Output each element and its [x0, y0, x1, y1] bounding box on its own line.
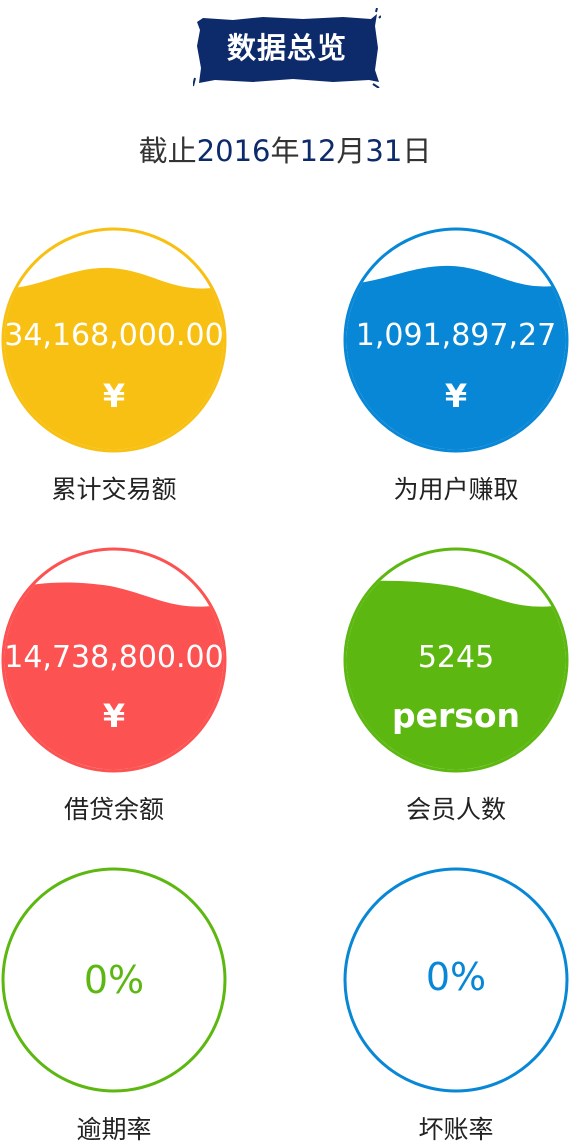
- stat-value: 34,168,000.00: [4, 318, 224, 353]
- date-day-unit: 日: [402, 134, 432, 168]
- rate-value: 0%: [83, 958, 145, 1002]
- date-month: 12: [299, 134, 337, 168]
- stat-value: 14,738,800.00: [4, 640, 224, 675]
- stat-unit: person: [391, 696, 521, 735]
- wave-circle: [1, 227, 227, 453]
- date-day: 31: [365, 134, 403, 168]
- badge-background: [193, 8, 381, 88]
- rate-value: 0%: [425, 955, 487, 999]
- stat-unit: ¥: [444, 377, 468, 415]
- stat-value: 1,091,897,27: [355, 318, 557, 353]
- stat-label: 借贷余额: [63, 795, 164, 824]
- stat-label: 累计交易额: [51, 475, 177, 504]
- page-title: 数据总览: [226, 31, 347, 65]
- date-month-unit: 月: [336, 134, 366, 168]
- stat-value: 5245: [417, 640, 495, 675]
- stat-earned-for-users: 1,091,897,27 ¥ 为用户赚取: [342, 226, 570, 516]
- stat-bad-debt-rate: 0% 坏账率: [342, 866, 570, 1146]
- wave-circle: [1, 547, 227, 773]
- date-year-unit: 年: [270, 134, 300, 168]
- stat-members: 5245 person 会员人数: [342, 546, 570, 836]
- wave-circle: [343, 227, 569, 453]
- stat-loan-balance: 14,738,800.00 ¥ 借贷余额: [0, 546, 228, 836]
- stat-overdue-rate: 0% 逾期率: [0, 866, 228, 1146]
- rate-label: 逾期率: [76, 1115, 152, 1144]
- ring-circle: [1, 867, 227, 1093]
- date-year: 2016: [196, 134, 271, 168]
- stat-unit: ¥: [102, 697, 126, 735]
- stat-cumulative-trading: 34,168,000.00 ¥ 累计交易额: [0, 226, 228, 516]
- title-badge: 数据总览: [193, 8, 381, 88]
- wave-circle: [343, 547, 569, 773]
- ring-circle: [343, 867, 569, 1093]
- as-of-date: 截止2016年12月31日: [0, 128, 570, 174]
- date-prefix: 截止: [138, 134, 197, 168]
- stat-label: 为用户赚取: [393, 475, 519, 504]
- rate-label: 坏账率: [418, 1115, 494, 1144]
- stat-unit: ¥: [102, 377, 126, 415]
- stat-label: 会员人数: [405, 795, 506, 824]
